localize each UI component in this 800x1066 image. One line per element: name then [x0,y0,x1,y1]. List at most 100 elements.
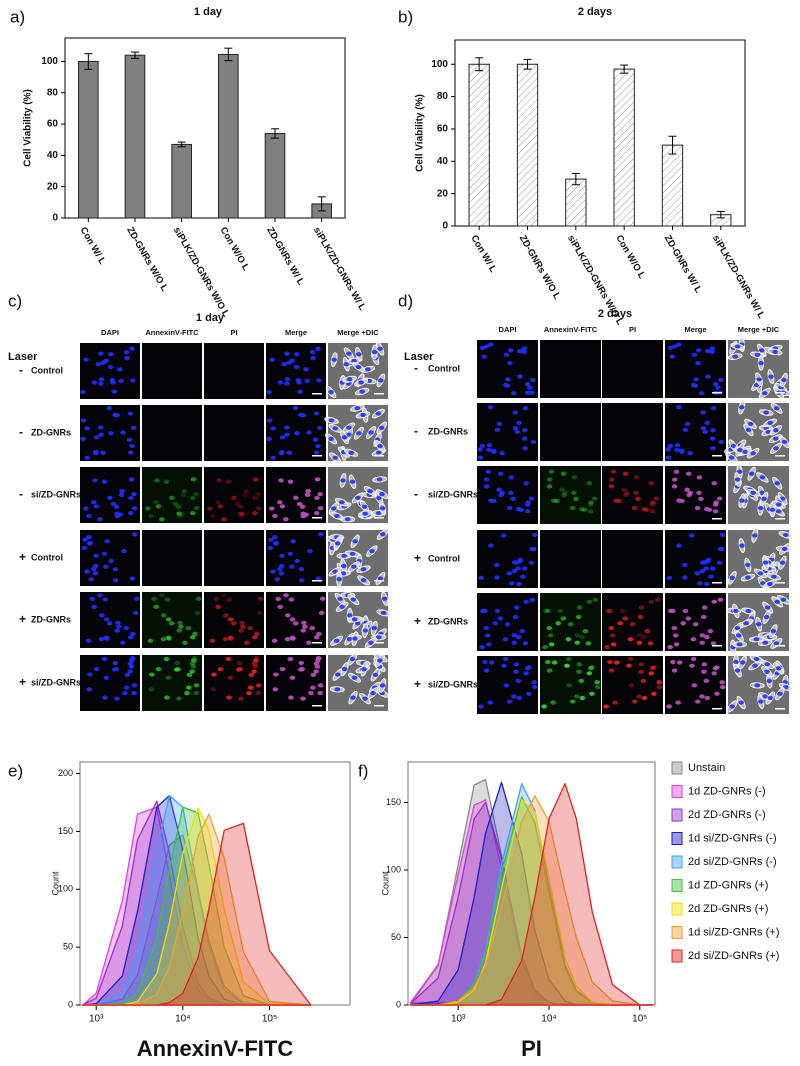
nucleus [103,564,109,569]
x-tick-label: ZD-GNRs W/ L [662,233,704,295]
nucleus [352,539,358,544]
nucleus [604,645,610,650]
nucleus [338,500,345,505]
nucleus [131,492,137,497]
nucleus [349,551,356,556]
nucleus [650,500,656,505]
nucleus [255,506,262,511]
micrograph [142,655,202,711]
nucleus [522,406,529,411]
nucleus [289,564,295,569]
nucleus [478,575,485,580]
nucleus [641,695,648,701]
y-axis-label: Count [380,871,390,896]
nucleus [511,569,518,574]
nucleus [164,597,171,602]
nucleus [82,537,88,542]
micrograph [266,343,326,399]
column-header: Merge [285,328,307,337]
nucleus [704,635,710,640]
nucleus [352,636,358,641]
nucleus [695,348,702,353]
nucleus [574,694,580,699]
nucleus [97,593,103,598]
nucleus [272,535,278,540]
nucleus [339,604,345,610]
nucleus [133,596,140,601]
plot-frame [454,39,746,227]
nucleus [317,690,323,696]
nucleus [772,349,778,355]
nucleus [531,685,538,690]
nucleus [284,637,291,642]
nucleus [512,410,518,415]
nucleus [92,571,99,576]
y-axis-label: Count [50,871,60,896]
nucleus [318,610,325,615]
nucleus [181,489,187,494]
nucleus [521,566,528,571]
nucleus [486,443,493,448]
nucleus [358,380,364,385]
nucleus [638,605,645,610]
nucleus [355,495,361,500]
nucleus [716,560,723,565]
y-tick-label: 100 [386,864,401,874]
y-tick-label: 80 [47,87,59,98]
nucleus [123,625,130,631]
nucleus [372,672,379,677]
nucleus [712,509,719,514]
micrograph [80,655,140,711]
nucleus [679,449,685,454]
nucleus [278,563,285,569]
nucleus [252,477,259,482]
nucleus [160,613,167,618]
nucleus [271,638,278,643]
histogram-area [410,795,654,1006]
nucleus [516,581,522,587]
nucleus [524,509,531,514]
nucleus [348,450,354,455]
micrograph-bg [665,466,726,524]
nucleus [101,551,108,556]
y-tick-label: 100 [41,56,58,67]
nucleus [745,427,752,432]
nucleus [299,667,305,672]
nucleus [530,546,537,552]
nucleus [502,382,509,388]
legend-label: 2d si/ZD-GNRs (-) [688,856,777,868]
micrograph-bg [142,343,202,399]
nucleus [511,640,518,645]
nucleus [314,495,320,501]
nucleus [587,502,594,507]
nucleus [313,411,320,416]
nucleus [700,410,706,415]
nucleus [477,455,484,460]
scale-bar [775,582,785,584]
laser-sign: + [19,675,26,689]
nucleus [334,513,340,519]
x-tick-label: siPLK/ZD-GNRs W/ L [311,225,368,312]
nucleus [542,645,548,650]
error-bar [271,128,279,139]
nucleus [165,617,172,622]
sample-label: si/ZD-GNRs [31,677,81,687]
nucleus [656,680,662,685]
laser-sign: + [414,551,421,565]
nucleus [569,699,576,704]
nucleus [313,450,320,455]
nucleus [289,617,296,622]
nucleus [501,663,507,668]
scale-bar [312,705,322,707]
nucleus [240,624,246,629]
nucleus [682,427,689,432]
nucleus [186,672,193,677]
nucleus [670,608,676,614]
nucleus [129,346,135,351]
y-tick-label: 50 [63,942,73,952]
micrograph [266,405,326,461]
nucleus [612,700,618,705]
micrograph [325,528,389,587]
nucleus [707,629,714,634]
nucleus [362,696,368,701]
